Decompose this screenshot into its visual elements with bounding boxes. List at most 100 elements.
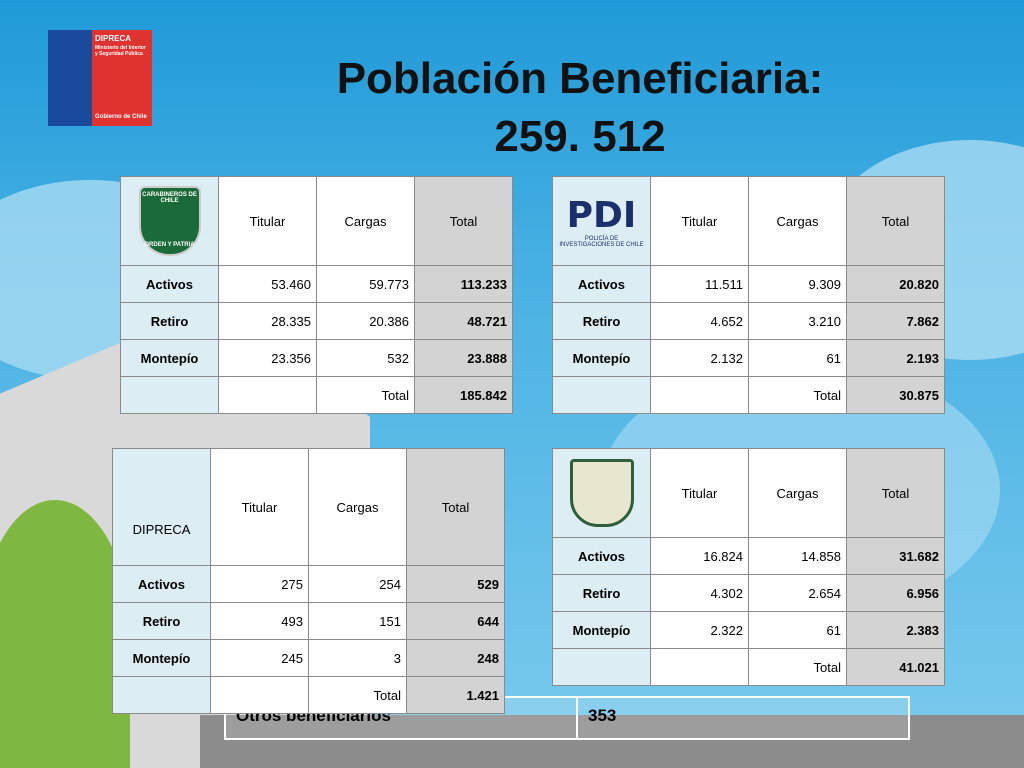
title-line: 259. 512 (494, 112, 666, 161)
cell: 14.858 (748, 537, 847, 575)
cell: 529 (406, 565, 505, 603)
total-value: 185.842 (414, 376, 513, 414)
emblem (569, 459, 634, 527)
total-value: 41.021 (846, 648, 945, 686)
cell (650, 376, 749, 414)
data-row: Retiro 28.335 20.386 48.721 (120, 302, 513, 340)
cell: 59.773 (316, 265, 415, 303)
logo-cell (552, 448, 651, 538)
cell: 61 (748, 611, 847, 649)
column-header: Titular (650, 176, 749, 266)
cell (650, 648, 749, 686)
org: DIPRECA (95, 34, 132, 43)
cell (218, 376, 317, 414)
cell: 4.302 (650, 574, 749, 612)
column-header: Cargas (308, 448, 407, 566)
row-label: Retiro (552, 574, 651, 612)
data-row: Retiro 493 151 644 (112, 602, 505, 640)
data-row: Activos 275 254 529 (112, 565, 505, 603)
cell: 532 (316, 339, 415, 377)
data-row: Retiro 4.302 2.654 6.956 (552, 574, 945, 612)
cell (112, 676, 211, 714)
total-label: Total (748, 648, 847, 686)
column-header: Cargas (748, 448, 847, 538)
cell (552, 648, 651, 686)
cell: 61 (748, 339, 847, 377)
row-label: Retiro (112, 602, 211, 640)
cell: 151 (308, 602, 407, 640)
cell: 20.820 (846, 265, 945, 303)
header-row: Titular Cargas Total (552, 448, 945, 538)
cell: 48.721 (414, 302, 513, 340)
row-label: Montepío (112, 639, 211, 677)
data-row: Montepío 2.322 61 2.383 (552, 611, 945, 649)
cell: 53.460 (218, 265, 317, 303)
cell: 7.862 (846, 302, 945, 340)
cell (120, 376, 219, 414)
column-header: Cargas (748, 176, 847, 266)
cell: 245 (210, 639, 309, 677)
header-row: DIPRECA Titular Cargas Total (112, 448, 505, 566)
cell: 3.210 (748, 302, 847, 340)
title: Población Beneficiaria: 259. 512 (280, 50, 880, 166)
cell: 275 (210, 565, 309, 603)
column-header: Total (846, 448, 945, 538)
title-line: Población Beneficiaria: (336, 54, 824, 103)
cell: 113.233 (414, 265, 513, 303)
header-row: CARABINEROS DE CHILE ORDEN Y PATRIA Titula… (120, 176, 513, 266)
logo-text: POLICÍA DE INVESTIGACIONES DE CHILE (559, 235, 644, 248)
row-label: Montepío (552, 611, 651, 649)
total-row: Total 41.021 (552, 648, 945, 686)
row-label: Montepío (120, 339, 219, 377)
cell: 2.193 (846, 339, 945, 377)
cell: 493 (210, 602, 309, 640)
total-value: 1.421 (406, 676, 505, 714)
total-label: Total (316, 376, 415, 414)
total-value: 30.875 (846, 376, 945, 414)
cell: 9.309 (748, 265, 847, 303)
data-table: DIPRECA Titular Cargas Total Activos 275 254 52… (112, 448, 505, 714)
row-label: Activos (552, 265, 651, 303)
tree (0, 500, 130, 768)
cell: 3 (308, 639, 407, 677)
column-header: Total (406, 448, 505, 566)
row-label: Activos (112, 565, 211, 603)
cell: 16.824 (650, 537, 749, 575)
row-label: Retiro (552, 302, 651, 340)
cell: 2.383 (846, 611, 945, 649)
total-row: Total 185.842 (120, 376, 513, 414)
cell: 2.654 (748, 574, 847, 612)
cell: 23.888 (414, 339, 513, 377)
total-row: Total 30.875 (552, 376, 945, 414)
logo: DIPRECA Ministerio del Interior y Seguri… (48, 30, 152, 126)
logo-cell: PDI POLICÍA DE INVESTIGACIONES DE CHILE (552, 176, 651, 266)
column-header: Titular (210, 448, 309, 566)
cell (210, 676, 309, 714)
logo-text: ORDEN Y PATRIA (144, 242, 195, 248)
data-row: Montepío 23.356 532 23.888 (120, 339, 513, 377)
cell: 248 (406, 639, 505, 677)
column-header: Titular (218, 176, 317, 266)
data-table: CARABINEROS DE CHILE ORDEN Y PATRIA Titula… (120, 176, 513, 414)
cell: 20.386 (316, 302, 415, 340)
row-label: Retiro (120, 302, 219, 340)
cell: 6.956 (846, 574, 945, 612)
row-label: Montepío (552, 339, 651, 377)
data-row: Montepío 245 3 248 (112, 639, 505, 677)
total-row: Total 1.421 (112, 676, 505, 714)
data-row: Activos 16.824 14.858 31.682 (552, 537, 945, 575)
column-header: Total (414, 176, 513, 266)
column-header: Total (846, 176, 945, 266)
data-row: Montepío 2.132 61 2.193 (552, 339, 945, 377)
cell: 31.682 (846, 537, 945, 575)
data-row: Retiro 4.652 3.210 7.862 (552, 302, 945, 340)
row-label: Activos (552, 537, 651, 575)
logo-text: PDI (566, 194, 637, 236)
total-label: Total (748, 376, 847, 414)
data-table: Titular Cargas Total Activos 16.824 14.858 31.… (552, 448, 945, 686)
ministry: Ministerio del Interior y Seguridad Públ… (95, 45, 146, 57)
data-table: PDI POLICÍA DE INVESTIGACIONES DE CHILE Ti… (552, 176, 945, 414)
cell: 11.511 (650, 265, 749, 303)
column-header: Cargas (316, 176, 415, 266)
